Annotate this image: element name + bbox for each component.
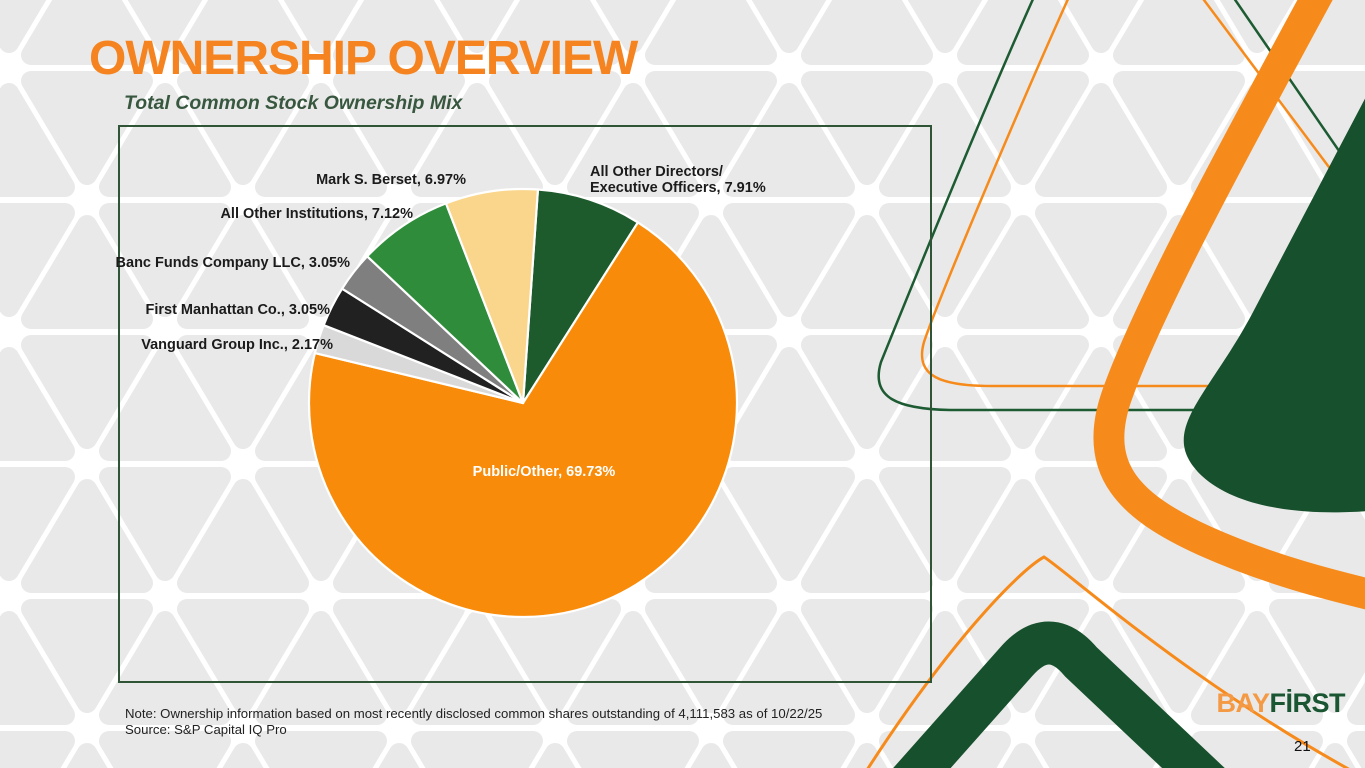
pie-label-all-other-institutions: All Other Institutions, 7.12% — [220, 206, 413, 222]
pie-label-first-manhattan: First Manhattan Co., 3.05% — [145, 302, 330, 318]
decor-orange-chevron-line — [866, 555, 1350, 768]
logo-first-text: FİRST — [1269, 688, 1346, 718]
footnote-note: Note: Ownership information based on mos… — [125, 706, 823, 721]
pie-slice-directors — [521, 188, 640, 405]
pie-label-directors-officers: All Other Directors/ Executive Officers,… — [590, 164, 766, 196]
pie-label-public-other: Public/Other, 69.73% — [472, 464, 616, 480]
page-number: 21 — [1294, 738, 1311, 755]
pie-slice-berset — [444, 187, 540, 405]
decor-green-chevron — [893, 621, 1225, 768]
decor-orange-band — [1093, 0, 1365, 610]
chart-frame — [118, 125, 932, 683]
ownership-pie-chart — [307, 187, 739, 619]
pie-slice-public — [307, 221, 739, 619]
pie-label-mark-s-berset: Mark S. Berset, 6.97% — [316, 172, 466, 188]
decor-thin-green-triangle-left — [877, 0, 1365, 412]
decor-thin-orange-triangle-left — [920, 0, 1365, 388]
page-title: OWNERSHIP OVERVIEW — [89, 32, 638, 85]
decor-green-triangle-blob — [1183, 98, 1365, 513]
bayfirst-logo: BAYFİRST — [1216, 688, 1345, 719]
logo-bay-text: BAY — [1216, 688, 1270, 718]
pie-label-vanguard-group: Vanguard Group Inc., 2.17% — [141, 337, 333, 353]
chart-subtitle: Total Common Stock Ownership Mix — [124, 92, 463, 114]
footnote-source: Source: S&P Capital IQ Pro — [125, 722, 287, 737]
pie-label-banc-funds-company: Banc Funds Company LLC, 3.05% — [115, 255, 350, 271]
